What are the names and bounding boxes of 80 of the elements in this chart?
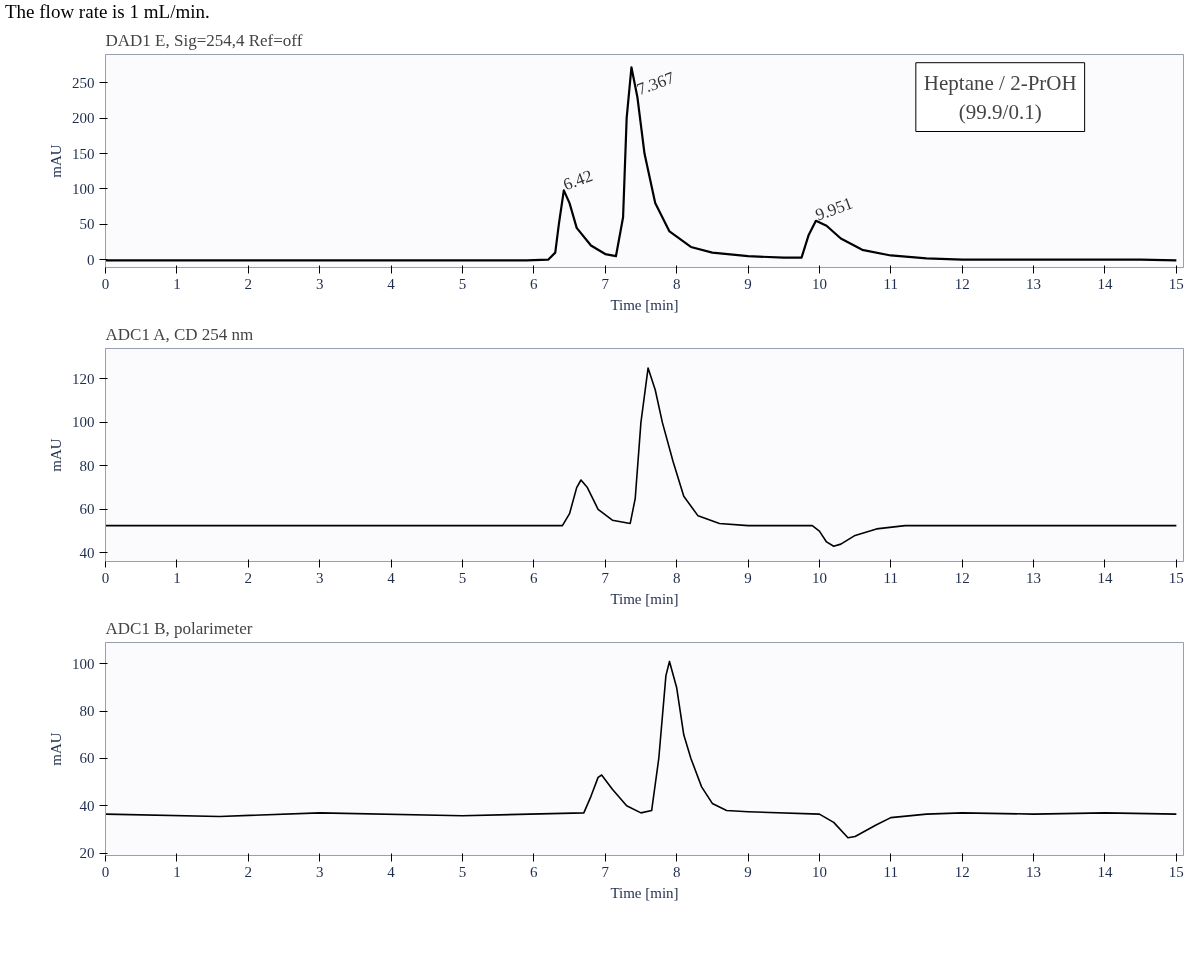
chart-title: DAD1 E, Sig=254,4 Ref=off bbox=[105, 30, 303, 50]
x-tick-label: 12 bbox=[954, 275, 970, 292]
x-tick-label: 3 bbox=[315, 569, 324, 586]
y-tick-label: 250 bbox=[72, 74, 95, 91]
x-tick-label: 8 bbox=[672, 275, 681, 292]
y-tick-label: 80 bbox=[79, 703, 95, 720]
y-axis-title: mAU bbox=[48, 144, 64, 178]
x-tick-label: 12 bbox=[954, 569, 970, 586]
y-tick-label: 40 bbox=[79, 797, 95, 814]
x-tick-label: 7 bbox=[601, 275, 610, 292]
chart-title: ADC1 B, polarimeter bbox=[105, 618, 253, 638]
x-tick-label: 10 bbox=[811, 569, 827, 586]
x-tick-label: 2 bbox=[244, 569, 253, 586]
x-tick-label: 5 bbox=[458, 863, 467, 880]
x-tick-label: 15 bbox=[1168, 569, 1184, 586]
annotation: 7.367 bbox=[634, 67, 678, 99]
annotation: Heptane / 2-PrOH (99.9/0.1) bbox=[923, 70, 1077, 124]
x-tick-label: 8 bbox=[672, 863, 681, 880]
y-tick-label: 60 bbox=[79, 750, 95, 767]
x-tick-label: 6 bbox=[530, 863, 539, 880]
y-tick-label: 50 bbox=[79, 216, 95, 233]
annotation: 9.951 bbox=[812, 193, 856, 225]
x-tick-label: 7 bbox=[601, 569, 610, 586]
y-tick-label: 100 bbox=[72, 180, 95, 197]
y-tick-label: 100 bbox=[72, 414, 95, 431]
x-tick-label: 1 bbox=[173, 569, 181, 586]
y-tick-label: 150 bbox=[72, 145, 95, 162]
line-series bbox=[105, 660, 1178, 839]
x-axis-title: Time [min] bbox=[610, 884, 679, 901]
x-tick-label: 4 bbox=[387, 863, 396, 880]
x-tick-label: 13 bbox=[1026, 863, 1042, 880]
y-tick-label: 120 bbox=[72, 370, 95, 387]
x-tick-label: 13 bbox=[1026, 569, 1042, 586]
x-tick-label: 8 bbox=[672, 569, 681, 586]
y-axis-title: mAU bbox=[48, 438, 64, 472]
y-tick-label: 100 bbox=[72, 655, 95, 672]
x-tick-label: 10 bbox=[811, 275, 827, 292]
x-tick-label: 13 bbox=[1026, 275, 1042, 292]
x-tick-label: 0 bbox=[101, 569, 110, 586]
x-tick-label: 12 bbox=[954, 863, 970, 880]
x-tick-label: 1 bbox=[173, 275, 181, 292]
x-tick-label: 15 bbox=[1168, 863, 1184, 880]
annotation: 6.42 bbox=[560, 166, 596, 195]
x-tick-label: 5 bbox=[458, 569, 467, 586]
x-tick-label: 9 bbox=[744, 275, 752, 292]
line-series bbox=[105, 367, 1178, 548]
x-tick-label: 10 bbox=[811, 863, 827, 880]
x-tick-label: 5 bbox=[458, 275, 467, 292]
x-tick-label: 15 bbox=[1168, 275, 1184, 292]
x-tick-label: 14 bbox=[1097, 863, 1113, 880]
x-tick-label: 7 bbox=[601, 863, 610, 880]
x-tick-label: 11 bbox=[883, 863, 899, 880]
y-axis-title: mAU bbox=[48, 732, 64, 766]
y-tick-label: 0 bbox=[87, 251, 95, 268]
x-tick-label: 11 bbox=[883, 569, 899, 586]
x-tick-label: 11 bbox=[883, 275, 899, 292]
x-tick-label: 2 bbox=[244, 275, 253, 292]
x-tick-label: 14 bbox=[1097, 275, 1113, 292]
y-tick-label: 200 bbox=[72, 110, 95, 127]
x-tick-label: 2 bbox=[244, 863, 253, 880]
x-tick-label: 1 bbox=[173, 863, 181, 880]
x-tick-label: 3 bbox=[315, 275, 324, 292]
x-tick-label: 9 bbox=[744, 569, 752, 586]
x-axis-title: Time [min] bbox=[610, 296, 679, 313]
x-tick-label: 14 bbox=[1097, 569, 1113, 586]
x-tick-label: 4 bbox=[387, 569, 396, 586]
x-tick-label: 9 bbox=[744, 863, 752, 880]
x-tick-label: 4 bbox=[387, 275, 396, 292]
y-tick-label: 40 bbox=[79, 544, 95, 561]
x-tick-label: 3 bbox=[315, 863, 324, 880]
x-tick-label: 6 bbox=[530, 275, 539, 292]
x-axis-title: Time [min] bbox=[610, 590, 679, 607]
chart-title: ADC1 A, CD 254 nm bbox=[105, 324, 254, 344]
y-tick-label: 60 bbox=[79, 501, 95, 518]
x-tick-label: 6 bbox=[530, 569, 539, 586]
y-tick-label: 20 bbox=[79, 845, 95, 862]
x-tick-label: 0 bbox=[101, 275, 110, 292]
text: The flow rate is 1 mL/min. bbox=[5, 1, 210, 22]
y-tick-label: 80 bbox=[79, 457, 95, 474]
x-tick-label: 0 bbox=[101, 863, 110, 880]
